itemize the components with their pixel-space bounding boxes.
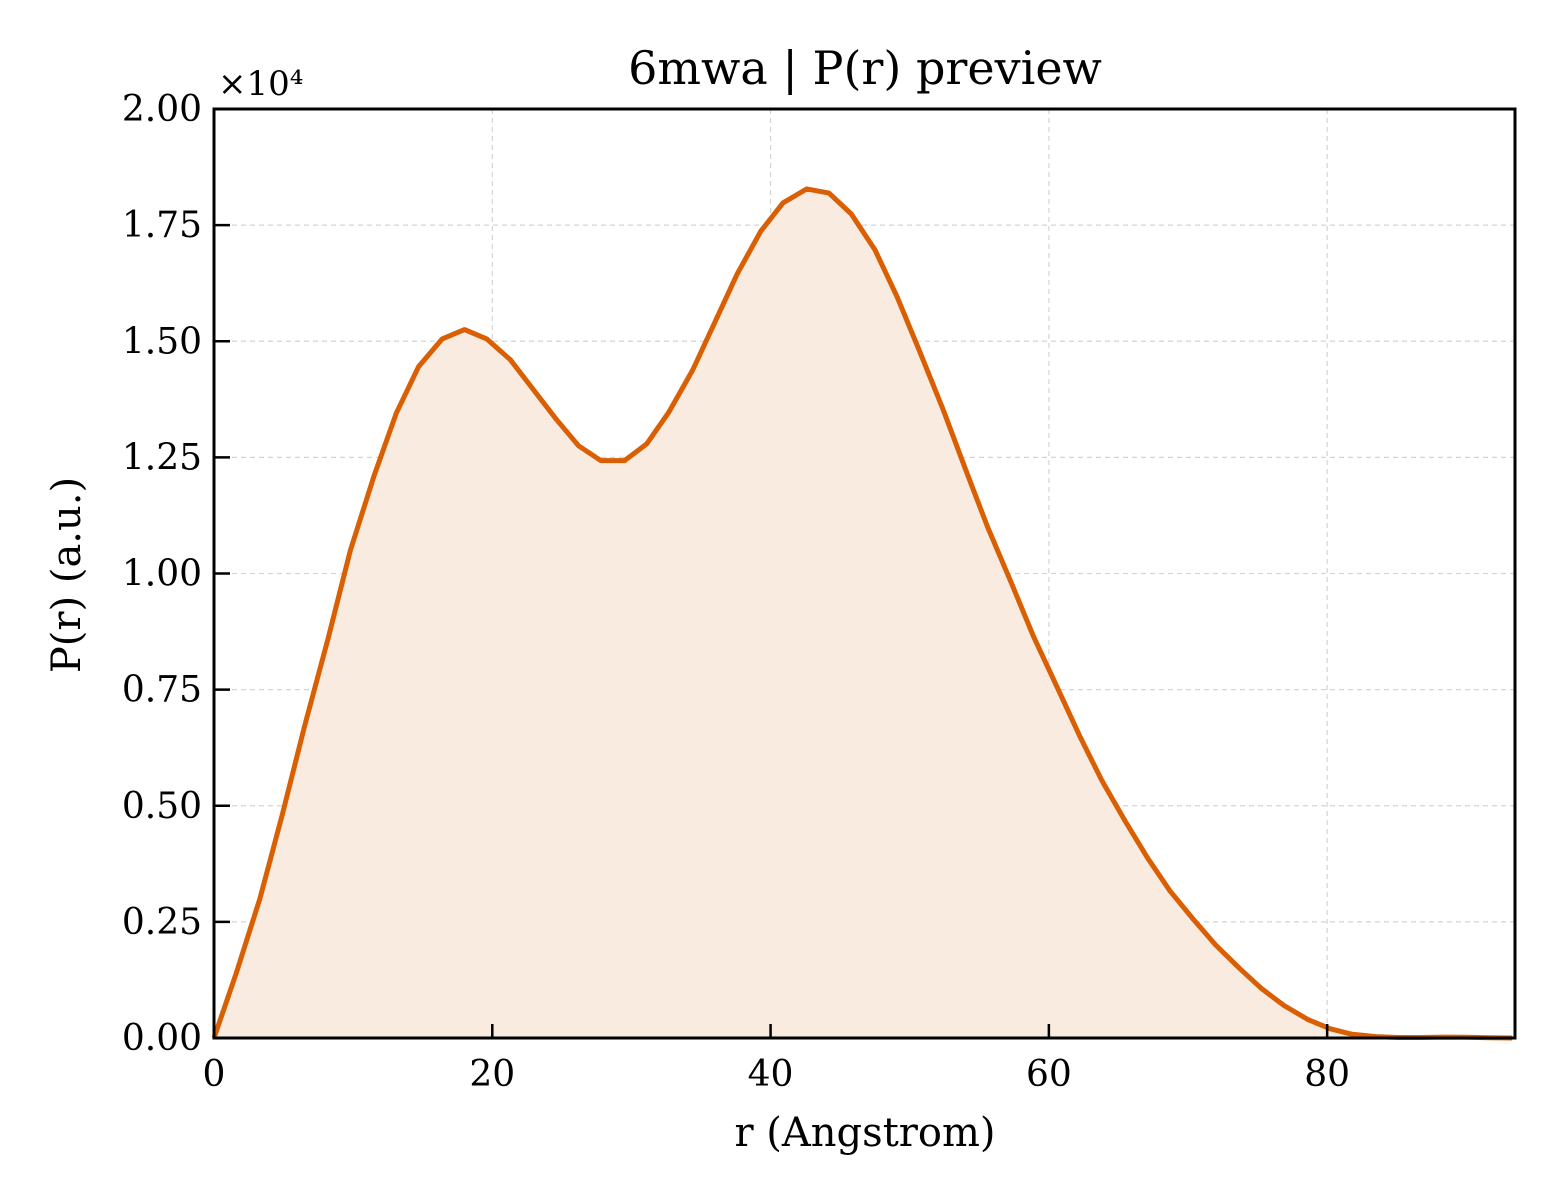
y-axis-label: P(r) (a.u.): [44, 477, 90, 673]
y-tick-label: 0.00: [122, 1018, 202, 1059]
x-axis-label: r (Angstrom): [734, 1110, 995, 1156]
y-tick-label: 0.25: [122, 902, 202, 943]
area-fill: [214, 188, 1513, 1038]
x-tick-label: 80: [1304, 1054, 1350, 1095]
y-tick-label: 0.50: [122, 786, 202, 827]
x-tick-label: 20: [469, 1054, 515, 1095]
y-tick-label: 1.50: [122, 321, 202, 362]
plot-frame: [212, 107, 1517, 1040]
y-tick-label: 1.00: [122, 554, 202, 595]
y-tick-label: 2.00: [122, 89, 202, 130]
series-line: [211, 186, 1513, 1041]
tick-labels: 0 20 40 60 80 0.00 0.25 0.50 0.75 1.00 1.25 1.50 1.7…: [122, 89, 1350, 1095]
x-tick-label: 60: [1026, 1054, 1072, 1095]
y-tick-label: 1.75: [122, 205, 202, 246]
y-tick-label: 1.25: [122, 437, 202, 478]
x-tick-label: 0: [203, 1054, 226, 1095]
y-tick-label: 0.75: [122, 670, 202, 711]
chart-title: 6mwa | P(r) preview: [628, 41, 1102, 95]
y-axis-offset-label: ×10⁴: [218, 64, 303, 104]
x-tick-label: 40: [748, 1054, 794, 1095]
